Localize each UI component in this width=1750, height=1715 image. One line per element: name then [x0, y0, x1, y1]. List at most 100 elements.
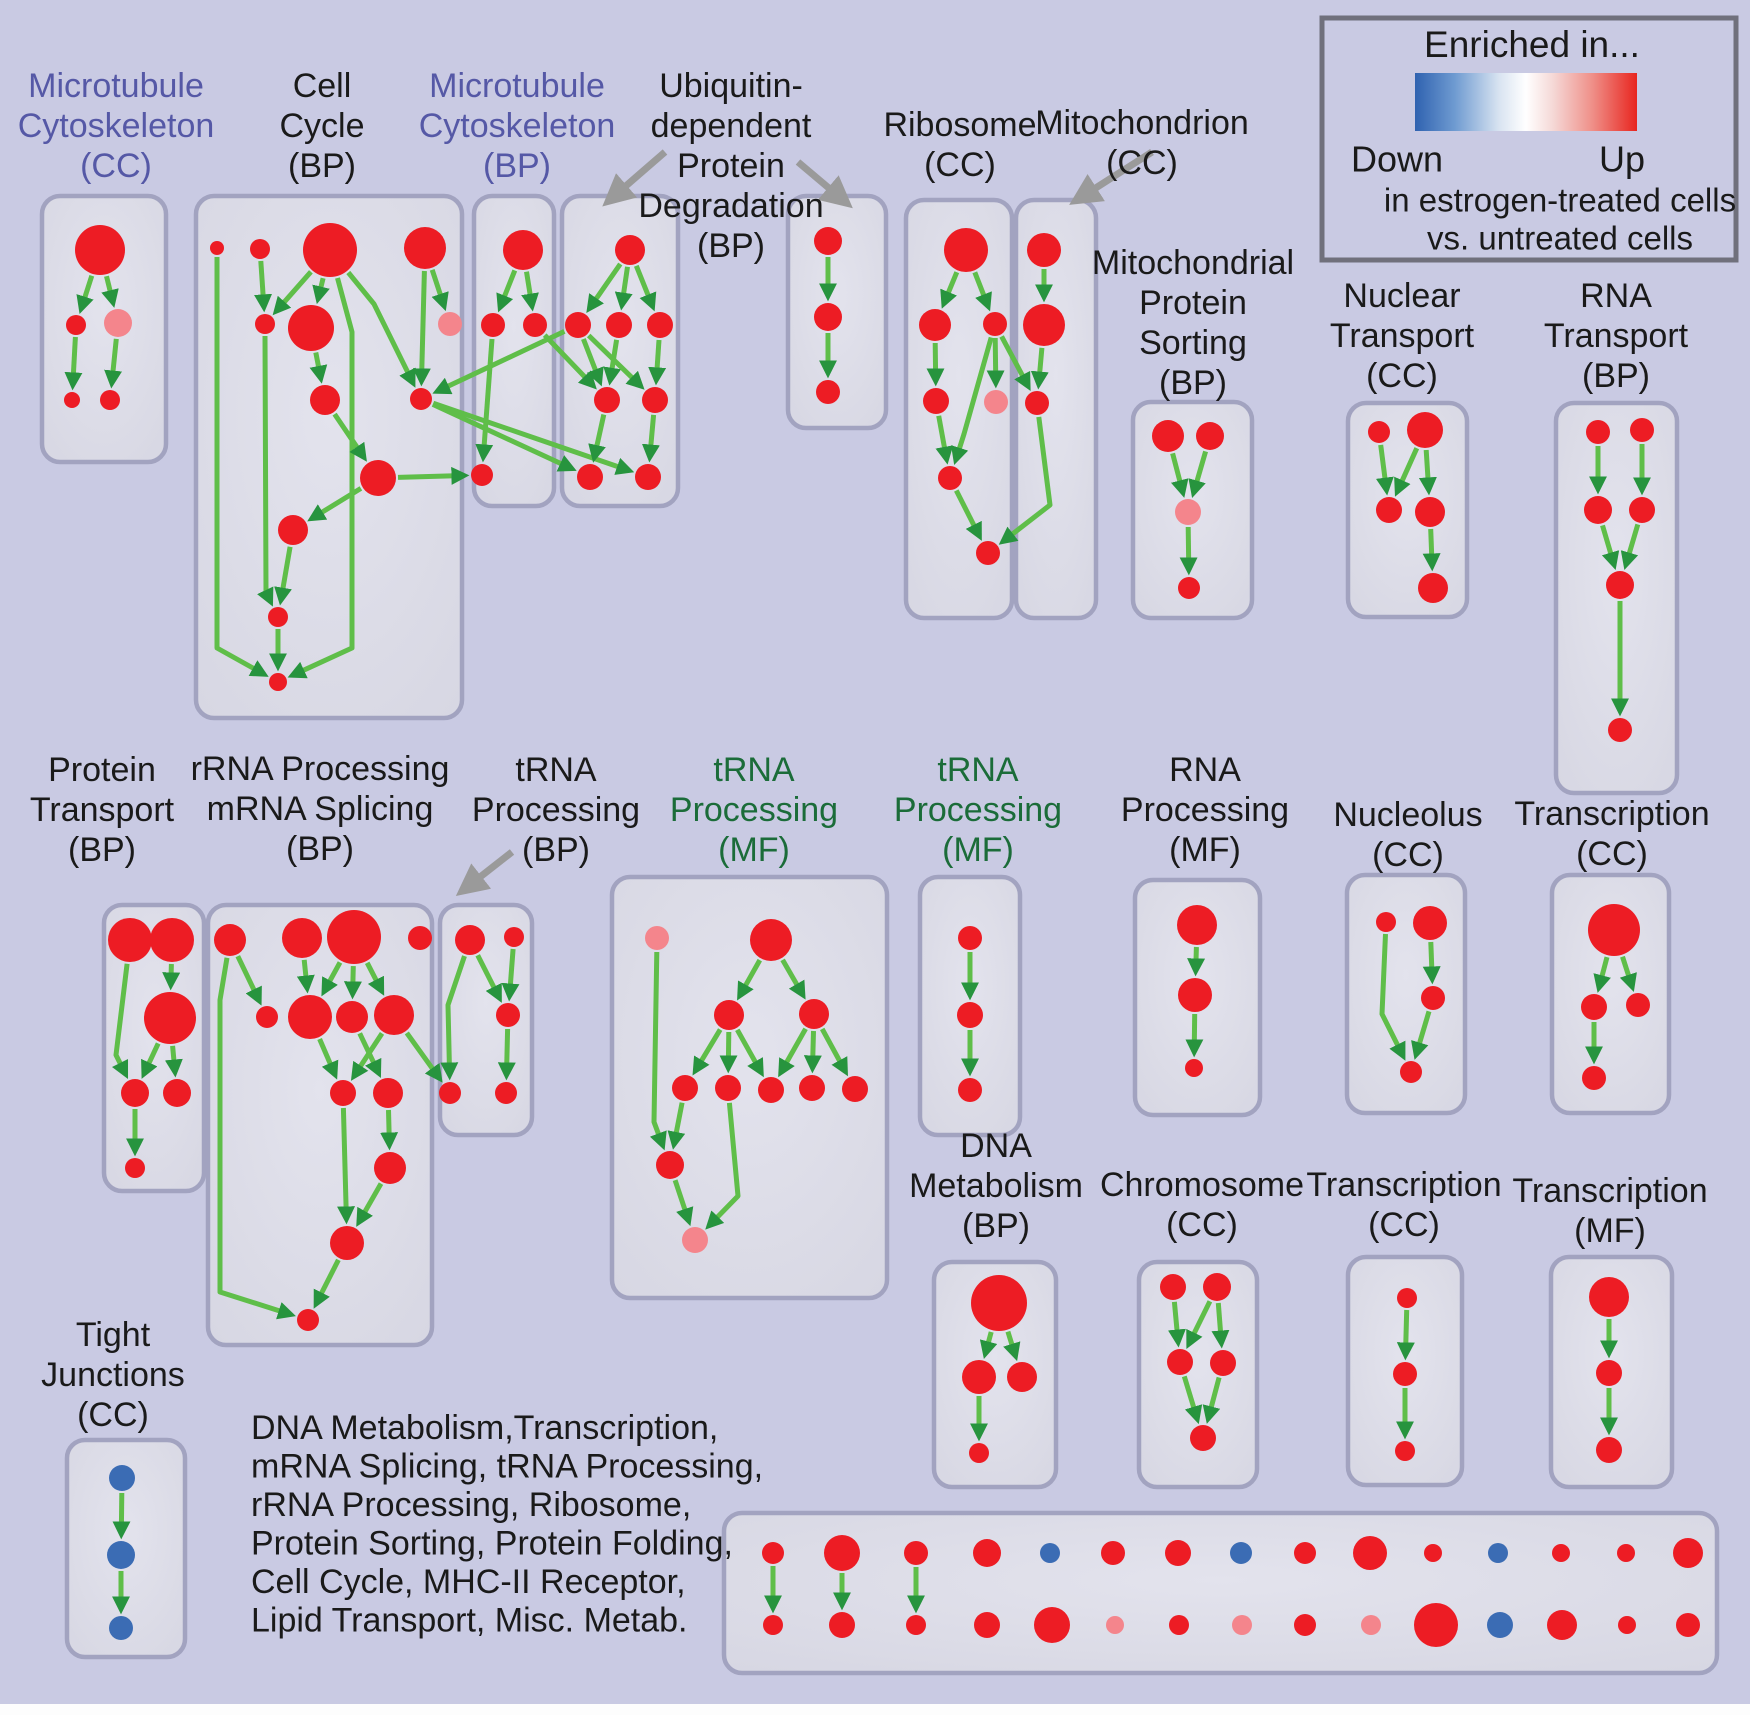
- go-edge-l11-l12: [356, 1182, 384, 1227]
- go-term-node-f7: [976, 541, 1000, 565]
- go-term-node-s4: [969, 1443, 989, 1463]
- go-term-node-f3: [983, 312, 1007, 336]
- go-edge-s1-s2: [979, 1331, 998, 1360]
- go-edge-h1-h3: [1170, 452, 1189, 498]
- go-edge-t3-t5: [1181, 1375, 1203, 1425]
- go-edge-n4-n9: [820, 1027, 848, 1077]
- go-edge-b10-c4: [397, 466, 470, 485]
- go-edge-f3-f5: [986, 337, 1005, 389]
- go-edge-a1-a3: [101, 275, 119, 308]
- go-term-node-a2: [66, 315, 86, 335]
- cluster-label-line: mRNA Splicing: [207, 790, 434, 828]
- go-edge-l3-l7: [343, 965, 362, 1000]
- cluster-label-line: Cell Cycle, MHC-II Receptor,: [251, 1563, 686, 1601]
- go-edge-m1-m3: [475, 954, 502, 1003]
- go-edge-n4-n8: [803, 1030, 822, 1074]
- go-term-node-l1: [214, 924, 246, 956]
- go-term-node-b5: [255, 314, 275, 334]
- cluster-label-line: (CC): [77, 1396, 149, 1434]
- cluster-label-line: (CC): [1106, 144, 1178, 182]
- go-edge-g2-g3: [1030, 347, 1049, 390]
- cluster-label-ribosome: Ribosome(CC): [883, 106, 1036, 184]
- go-edge-n3-n5: [692, 1028, 723, 1076]
- go-term-node-xb7: [1169, 1615, 1189, 1635]
- cluster-label-line: mRNA Splicing, tRNA Processing,: [251, 1447, 763, 1485]
- go-edge-f1-f2: [940, 271, 960, 309]
- go-term-node-xb1: [763, 1615, 783, 1635]
- go-term-node-b3: [303, 223, 357, 277]
- go-term-node-n3: [714, 1000, 744, 1030]
- go-term-node-b11: [278, 515, 308, 545]
- go-term-node-n10: [656, 1151, 684, 1179]
- go-term-node-xt6: [1101, 1541, 1125, 1565]
- go-edge-k3-k5: [164, 1045, 183, 1078]
- go-term-node-s1: [971, 1275, 1027, 1331]
- go-edge-a3-a5: [104, 338, 123, 389]
- cluster-label-line: dependent: [651, 107, 812, 145]
- go-term-node-n4: [799, 999, 829, 1029]
- go-term-node-i2: [1407, 412, 1443, 448]
- go-term-node-l11: [374, 1152, 406, 1184]
- go-edge-l3-l8: [364, 961, 385, 996]
- cluster-box-transcription-cc-top: [1549, 872, 1672, 1116]
- go-term-node-j6: [1608, 718, 1632, 742]
- go-term-node-xb8: [1232, 1615, 1252, 1635]
- go-edge-c2-c4: [475, 338, 495, 463]
- go-edge-l9-l12: [337, 1107, 356, 1225]
- go-term-node-q2: [1413, 906, 1447, 940]
- go-edge-k2-k3: [162, 963, 181, 991]
- go-edge-c1-c3: [521, 271, 539, 312]
- cluster-label-line: (BP): [68, 831, 136, 869]
- go-edge-b9-d7: [431, 402, 577, 472]
- go-edge-l1-l5: [235, 955, 262, 1006]
- go-edge-k1-k4: [111, 963, 130, 1080]
- legend-gradient-bar: [1415, 73, 1637, 131]
- go-term-node-d6: [642, 387, 668, 413]
- cluster-label-line: (BP): [522, 831, 590, 869]
- go-term-node-xt12: [1488, 1543, 1508, 1563]
- go-term-node-h1: [1152, 420, 1184, 452]
- go-term-node-k3: [144, 992, 196, 1044]
- legend-subtitle-line2: vs. untreated cells: [1427, 220, 1693, 257]
- cluster-label-line: Microtubule: [429, 67, 605, 105]
- legend-title: Enriched in...: [1424, 24, 1640, 65]
- go-term-node-d4: [647, 312, 673, 338]
- go-term-node-u1: [1397, 1288, 1417, 1308]
- cluster-label-line: Tight: [76, 1316, 151, 1354]
- go-term-node-xt10: [1353, 1536, 1387, 1570]
- go-term-node-l13: [297, 1309, 319, 1331]
- go-term-node-f2: [919, 309, 951, 341]
- go-term-node-xb3: [906, 1615, 926, 1635]
- go-edge-d1-d2: [586, 262, 623, 314]
- go-term-node-i5: [1418, 573, 1448, 603]
- go-term-node-t3: [1167, 1349, 1193, 1375]
- go-edge-a2-a4: [64, 336, 83, 391]
- cluster-label-line: Transcription: [1514, 795, 1709, 833]
- cluster-label-line: Metabolism: [909, 1167, 1083, 1205]
- cluster-label-line: Lipid Transport, Misc. Metab.: [251, 1601, 688, 1639]
- go-term-node-r4: [1582, 1066, 1606, 1090]
- cluster-label-line: rRNA Processing: [191, 750, 450, 788]
- go-term-node-q3: [1421, 986, 1445, 1010]
- go-term-node-t4: [1210, 1350, 1236, 1376]
- cluster-label-line: RNA: [1580, 277, 1652, 315]
- go-edge-p2-p3: [1185, 1013, 1204, 1058]
- cluster-label-line: (MF): [942, 831, 1014, 869]
- go-edge-b10-b11: [307, 486, 363, 522]
- cluster-label-line: Transport: [1544, 317, 1689, 355]
- go-edge-p1-p2: [1187, 946, 1206, 977]
- go-term-node-f5: [984, 390, 1008, 414]
- go-edge-f6-f7: [954, 489, 982, 541]
- go-edge-a1-a2: [76, 274, 95, 314]
- go-term-node-g1: [1027, 233, 1061, 267]
- go-edge-g3-f7: [998, 416, 1053, 545]
- cluster-label-nucleolus: Nucleolus(CC): [1333, 796, 1482, 874]
- go-term-node-xb10: [1361, 1615, 1381, 1635]
- cluster-label-line: Nucleolus: [1333, 796, 1482, 834]
- cluster-label-line: (CC): [1368, 1206, 1440, 1244]
- go-term-node-i4: [1415, 497, 1445, 527]
- go-edge-b5-b12: [257, 335, 274, 607]
